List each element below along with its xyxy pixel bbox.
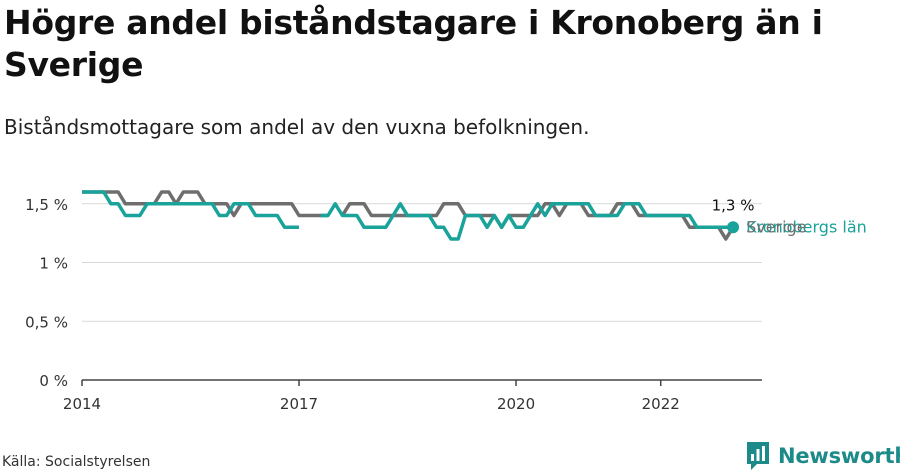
series-line-kronoberg [82,190,734,241]
end-point-marker [727,221,740,234]
source-note: Källa: Socialstyrelsen [2,454,151,470]
newsworthy-logo-icon [747,442,769,470]
series-label-kronoberg: Kronobergs län [746,217,867,236]
x-tick-label: 2014 [63,395,101,413]
y-tick-label: 1,5 % [25,196,68,214]
chart-subtitle: Biståndsmottagare som andel av den vuxna… [4,115,590,139]
y-tick-label: 1 % [39,255,68,273]
y-tick-label: 0,5 % [25,313,68,331]
x-tick-label: 2022 [642,395,680,413]
x-tick-label: 2020 [497,395,535,413]
brand: Newsworthy [746,440,900,472]
series-label-sverige: Sverige [746,217,807,236]
brand-name: Newsworthy [778,444,900,468]
x-tick-label: 2017 [280,395,318,413]
end-value-label: 1,3 % [712,196,755,214]
y-tick-label: 0 % [39,372,68,390]
chart-title: Högre andel biståndstagare i Kronoberg ä… [4,3,823,84]
